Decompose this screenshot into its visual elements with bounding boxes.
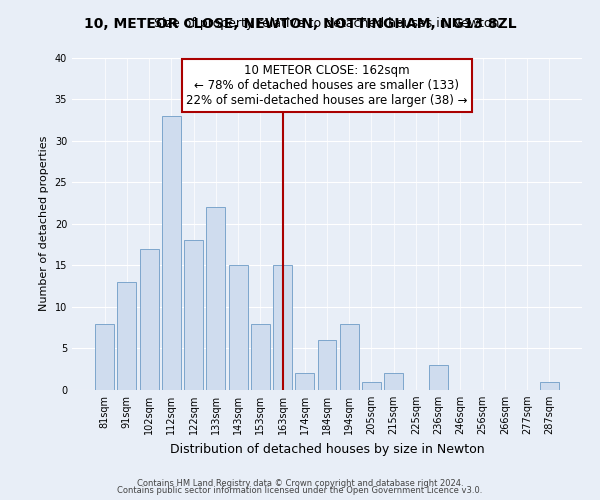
Text: 10 METEOR CLOSE: 162sqm
← 78% of detached houses are smaller (133)
22% of semi-d: 10 METEOR CLOSE: 162sqm ← 78% of detache… [186, 64, 468, 107]
Bar [340, 324, 359, 390]
Bar [251, 324, 270, 390]
Bar [229, 266, 248, 390]
Text: Contains HM Land Registry data © Crown copyright and database right 2024.: Contains HM Land Registry data © Crown c… [137, 478, 463, 488]
Text: Contains public sector information licensed under the Open Government Licence v3: Contains public sector information licen… [118, 486, 482, 495]
Bar [273, 266, 292, 390]
Bar [384, 374, 403, 390]
Bar [140, 248, 158, 390]
Y-axis label: Number of detached properties: Number of detached properties [39, 136, 49, 312]
X-axis label: Distribution of detached houses by size in Newton: Distribution of detached houses by size … [170, 442, 484, 456]
Bar [362, 382, 381, 390]
Bar [95, 324, 114, 390]
Title: Size of property relative to detached houses in Newton: Size of property relative to detached ho… [154, 17, 500, 30]
Bar [295, 374, 314, 390]
Bar [206, 207, 225, 390]
Bar [429, 365, 448, 390]
Bar [162, 116, 181, 390]
Bar [317, 340, 337, 390]
Text: 10, METEOR CLOSE, NEWTON, NOTTINGHAM, NG13 8ZL: 10, METEOR CLOSE, NEWTON, NOTTINGHAM, NG… [83, 18, 517, 32]
Bar [540, 382, 559, 390]
Bar [184, 240, 203, 390]
Bar [118, 282, 136, 390]
